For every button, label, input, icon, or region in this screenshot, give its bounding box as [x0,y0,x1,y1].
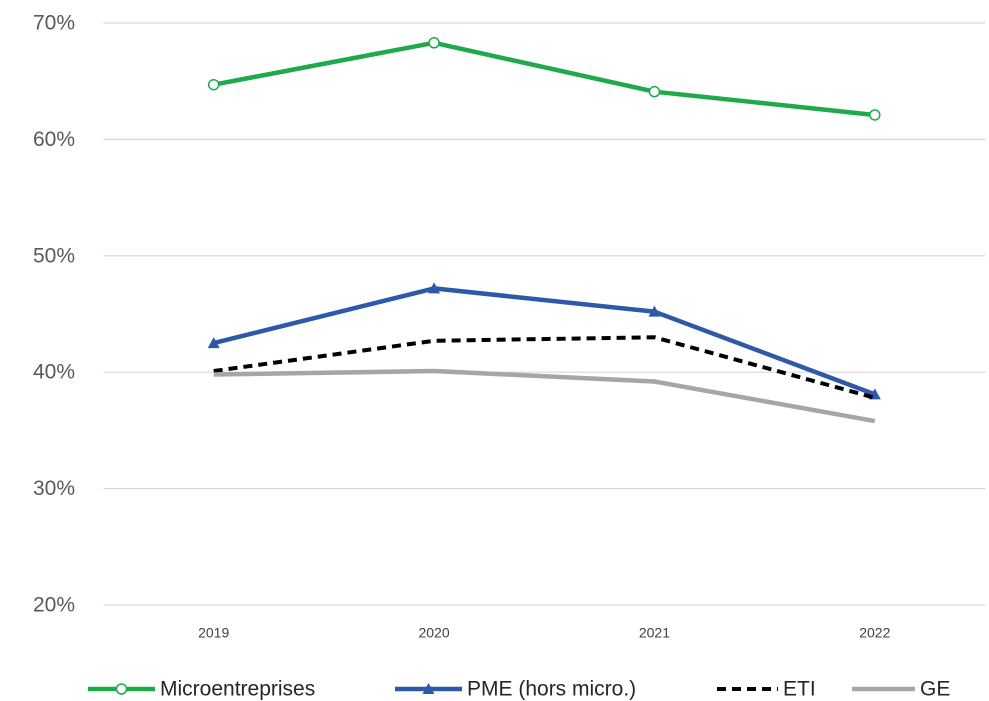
legend-label: PME (hors micro.) [467,678,636,701]
legend-label: GE [920,678,950,701]
y-tick-label: 40% [33,361,75,384]
marker [207,78,220,91]
legend-label: Microentreprises [160,678,315,701]
series-line [213,335,876,400]
marker [648,305,661,317]
legend-marker [422,683,435,694]
y-tick-label: 20% [33,594,75,617]
x-tick-label: 2020 [418,625,449,641]
x-tick-label: 2022 [859,625,890,641]
marker [648,85,661,98]
y-tick-label: 70% [33,12,75,35]
series-line [213,40,876,118]
marker [207,337,220,349]
series-line [213,368,876,424]
legend-marker [115,683,128,695]
x-tick-label: 2021 [639,625,670,641]
legend-item: Microentreprises [88,678,315,701]
legend-item: PME (hors micro.) [395,678,636,701]
legend-label: ETI [783,678,816,701]
y-tick-label: 30% [33,477,75,500]
series-line [213,286,876,397]
marker [428,37,440,49]
x-tick-label: 2019 [198,625,229,641]
legend-item: GE [852,678,950,701]
y-tick-label: 60% [33,128,75,151]
marker [428,282,441,294]
y-tick-label: 50% [33,244,75,267]
marker [869,109,881,121]
legend-item: ETI [717,678,816,701]
